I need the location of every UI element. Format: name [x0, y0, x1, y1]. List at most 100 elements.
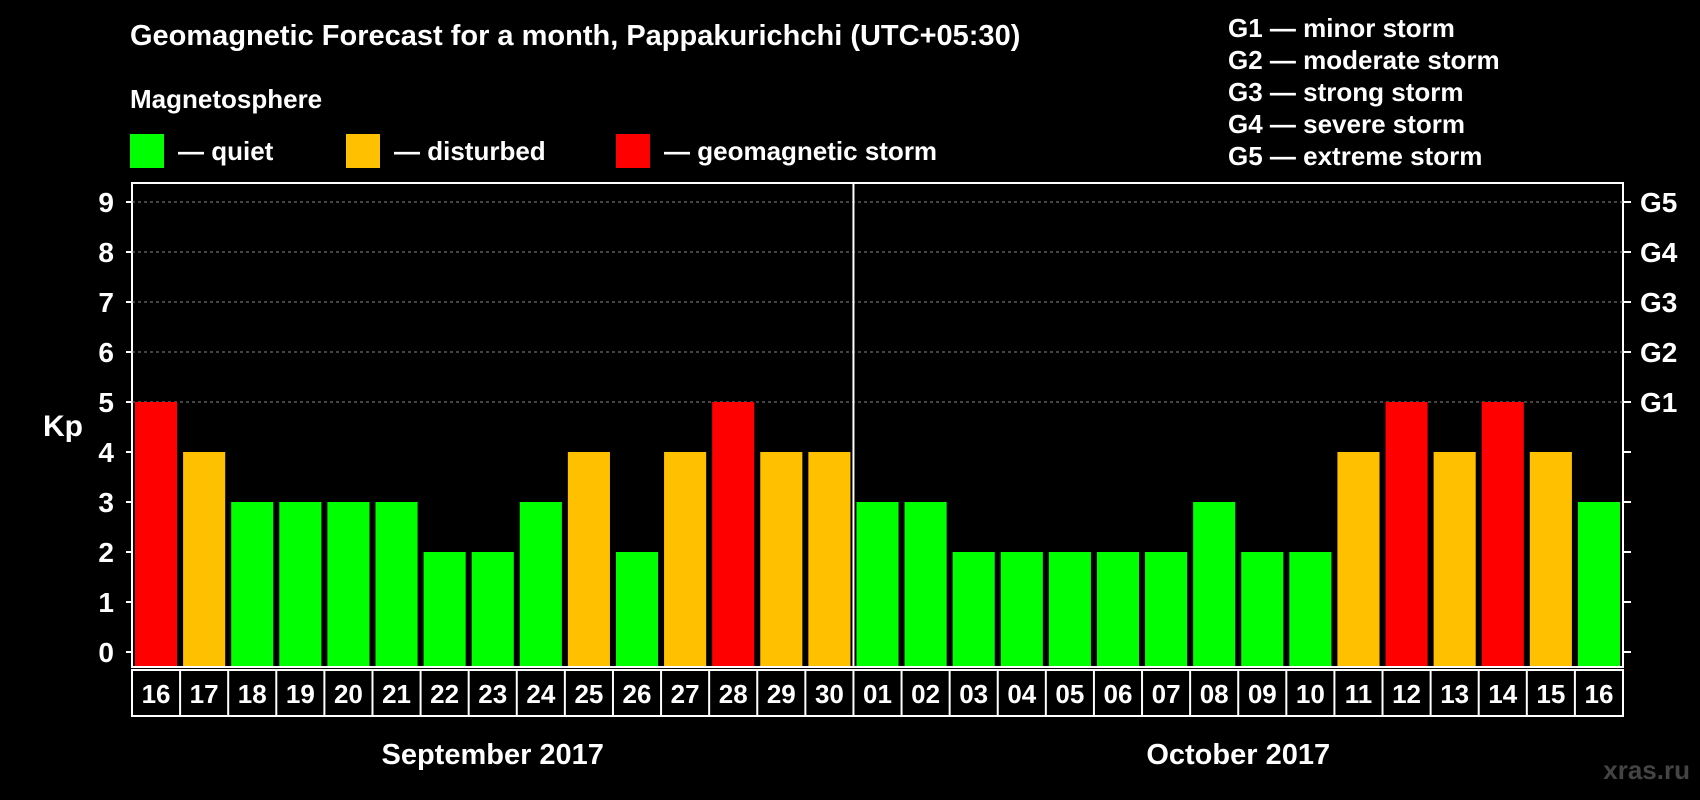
bar — [664, 452, 707, 666]
bar — [423, 552, 466, 666]
y-tick-label: 1 — [98, 587, 114, 618]
x-tick-label: 20 — [334, 679, 363, 709]
bar — [375, 502, 418, 666]
bar — [279, 502, 322, 666]
legend-item-quiet: — quiet — [130, 134, 273, 168]
y-tick-label: 7 — [98, 287, 114, 318]
storm-scale-g4: G4 — severe storm — [1228, 109, 1466, 139]
bar — [519, 502, 562, 666]
bar — [1577, 502, 1620, 666]
bar — [952, 552, 995, 666]
legend-text-storm: — geomagnetic storm — [664, 135, 938, 166]
right-axis-label: G3 — [1640, 287, 1677, 318]
chart-title: Geomagnetic Forecast for a month, Pappak… — [130, 20, 1021, 52]
legend-swatch-disturbed — [346, 134, 380, 168]
storm-scale-g5: G5 — extreme storm — [1228, 141, 1483, 171]
watermark: xras.ru — [1603, 755, 1690, 785]
x-tick-label: 26 — [623, 679, 652, 709]
bar — [712, 402, 755, 666]
bar — [1289, 552, 1332, 666]
y-tick-label: 2 — [98, 537, 114, 568]
legend-item-storm: — geomagnetic storm — [616, 134, 937, 168]
bar — [1481, 402, 1524, 666]
x-tick-label: 19 — [286, 679, 315, 709]
y-tick-label: 0 — [98, 637, 114, 668]
x-tick-label: 09 — [1248, 679, 1277, 709]
x-tick-label: 02 — [911, 679, 940, 709]
storm-scale-legend: G1 — minor storm G2 — moderate storm G3 … — [1228, 12, 1500, 172]
storm-scale-g2: G2 — moderate storm — [1228, 45, 1500, 75]
x-tick-label: 01 — [863, 679, 892, 709]
bar — [1385, 402, 1428, 666]
x-tick-label: 03 — [959, 679, 988, 709]
bar — [760, 452, 803, 666]
storm-scale-g1: G1 — minor storm — [1228, 13, 1455, 43]
y-tick-label: 6 — [98, 337, 114, 368]
legend-text-disturbed: — disturbed — [394, 135, 546, 166]
bar — [1337, 452, 1380, 666]
bar — [183, 452, 226, 666]
x-tick-label: 16 — [142, 679, 171, 709]
y-axis-label: Kp — [43, 410, 83, 443]
bar — [1000, 552, 1043, 666]
bar — [1529, 452, 1572, 666]
x-tick-label: 15 — [1536, 679, 1565, 709]
bar — [231, 502, 274, 666]
x-tick-label: 04 — [1007, 679, 1036, 709]
month-label: September 2017 — [381, 739, 603, 771]
bar — [1048, 552, 1091, 666]
right-axis-label: G2 — [1640, 337, 1677, 368]
x-tick-label: 21 — [382, 679, 411, 709]
x-tick-label: 08 — [1200, 679, 1229, 709]
y-tick-label: 8 — [98, 237, 114, 268]
legend-swatch-storm — [616, 134, 650, 168]
bar — [904, 502, 947, 666]
legend-item-disturbed: — disturbed — [346, 134, 546, 168]
magnetosphere-label: Magnetosphere — [130, 84, 323, 114]
bar — [856, 502, 899, 666]
bar — [471, 552, 514, 666]
x-tick-label: 14 — [1488, 679, 1517, 709]
x-tick-label: 07 — [1152, 679, 1181, 709]
x-tick-label: 24 — [526, 679, 555, 709]
day-label-box — [131, 669, 1624, 717]
x-tick-label: 22 — [430, 679, 459, 709]
bar — [1145, 552, 1188, 666]
y-tick-label: 3 — [98, 487, 114, 518]
x-tick-label: 10 — [1296, 679, 1325, 709]
right-axis-label: G4 — [1640, 237, 1678, 268]
bar — [1241, 552, 1284, 666]
right-axis-label: G5 — [1640, 187, 1677, 218]
x-tick-label: 16 — [1584, 679, 1613, 709]
x-tick-label: 12 — [1392, 679, 1421, 709]
bar — [615, 552, 659, 666]
y-tick-label: 4 — [98, 437, 114, 468]
x-tick-label: 11 — [1345, 679, 1373, 709]
x-tick-label: 28 — [719, 679, 748, 709]
right-axis-label: G1 — [1640, 387, 1677, 418]
x-tick-label: 27 — [671, 679, 700, 709]
legend-text-quiet: — quiet — [178, 135, 274, 166]
y-tick-label: 9 — [98, 187, 114, 218]
x-tick-label: 17 — [190, 679, 219, 709]
x-tick-label: 23 — [478, 679, 507, 709]
plot-frame — [131, 182, 1624, 668]
bar — [808, 452, 851, 666]
bar — [1096, 552, 1140, 666]
x-tick-label: 13 — [1440, 679, 1469, 709]
month-label: October 2017 — [1146, 739, 1330, 771]
x-tick-label: 05 — [1055, 679, 1084, 709]
storm-scale-g3: G3 — strong storm — [1228, 77, 1464, 107]
x-tick-label: 06 — [1104, 679, 1133, 709]
bar — [1433, 452, 1476, 666]
bar — [135, 402, 178, 666]
x-tick-label: 25 — [574, 679, 603, 709]
y-tick-label: 5 — [98, 387, 114, 418]
x-tick-label: 30 — [815, 679, 844, 709]
bar — [327, 502, 370, 666]
bar — [1193, 502, 1236, 666]
bar — [567, 452, 610, 666]
legend-swatch-quiet — [130, 134, 164, 168]
x-tick-label: 18 — [238, 679, 267, 709]
